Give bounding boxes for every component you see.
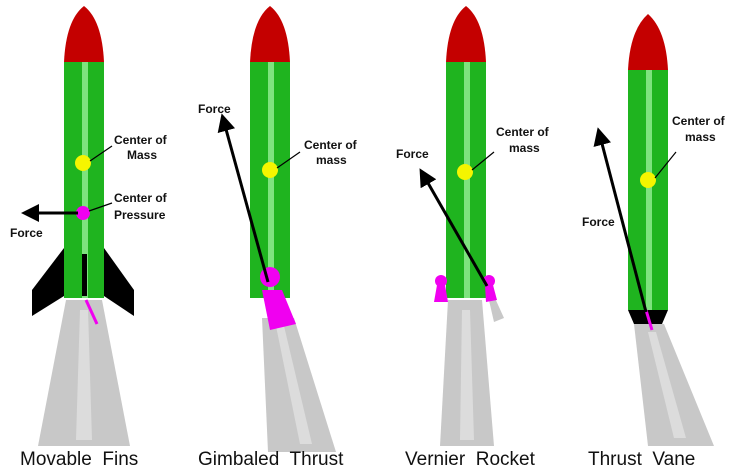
force-label: Force <box>582 215 615 229</box>
mass-label-line2: mass <box>316 153 347 167</box>
pressure-label-line2: Pressure <box>114 208 166 222</box>
body-highlight <box>82 62 88 298</box>
mass-label-line1: Center of <box>496 125 550 139</box>
left-vernier-head <box>435 275 447 287</box>
gimbal-pivot <box>260 267 280 287</box>
gimbaled-nozzle <box>262 290 296 330</box>
mass-leader-line <box>89 145 113 162</box>
right-fin <box>104 248 134 316</box>
deflected-fin <box>84 299 99 325</box>
force-label: Force <box>396 147 429 161</box>
exhaust-core <box>460 310 474 440</box>
force-label: Force <box>10 226 43 240</box>
body-highlight <box>646 70 652 310</box>
mass-label-line1: Center of <box>114 133 168 147</box>
center-of-mass-marker <box>75 155 91 171</box>
mass-label-line1: Center of <box>304 138 358 152</box>
nose-cone <box>446 6 486 62</box>
pressure-label-line1: Center of <box>114 191 168 205</box>
force-arrow <box>419 168 489 287</box>
right-vernier-nozzle <box>485 285 497 302</box>
pressure-leader-line <box>88 202 113 212</box>
mass-label-line2: Mass <box>127 148 157 162</box>
left-vernier-nozzle <box>434 285 448 302</box>
panel-caption: Thrust Vane <box>588 449 695 470</box>
mass-leader-line <box>654 151 677 179</box>
mass-label-line2: mass <box>685 130 716 144</box>
center-of-pressure-marker <box>76 206 90 220</box>
left-fin <box>32 248 64 316</box>
exhaust-core <box>276 326 312 444</box>
panel-caption: Movable Fins <box>20 449 138 470</box>
center-fin <box>82 254 87 296</box>
exhaust-core <box>648 332 686 438</box>
thrust-vane <box>644 309 654 331</box>
vernier-exhaust <box>488 296 504 322</box>
panel-movable-fins: Center of Mass Center of Pressure Force … <box>10 6 168 470</box>
panel-thrust-vane: Center of mass Force Thrust Vane <box>582 14 726 470</box>
panel-vernier-rocket: Center of mass Force Vernier Rocket <box>396 6 550 470</box>
exhaust-plume <box>262 318 336 452</box>
panel-caption: Vernier Rocket <box>405 449 536 470</box>
exhaust-core <box>76 310 92 440</box>
force-arrow <box>593 127 648 313</box>
center-of-mass-marker <box>640 172 656 188</box>
mass-leader-line <box>471 151 495 171</box>
mass-label-line2: mass <box>509 141 540 155</box>
center-of-mass-marker <box>262 162 278 178</box>
panel-caption: Gimbaled Thrust <box>198 449 344 470</box>
center-of-mass-marker <box>457 164 473 180</box>
body-highlight <box>464 62 470 298</box>
nose-cone <box>64 6 104 62</box>
panel-gimbaled-thrust: Center of mass Force Gimbaled Thrust <box>198 6 358 470</box>
nose-cone <box>628 14 668 70</box>
force-label: Force <box>198 102 231 116</box>
nose-cone <box>250 6 290 62</box>
mass-label-line1: Center of <box>672 114 726 128</box>
mass-leader-line <box>276 151 301 169</box>
force-arrow <box>217 113 270 283</box>
body-highlight <box>268 62 274 298</box>
